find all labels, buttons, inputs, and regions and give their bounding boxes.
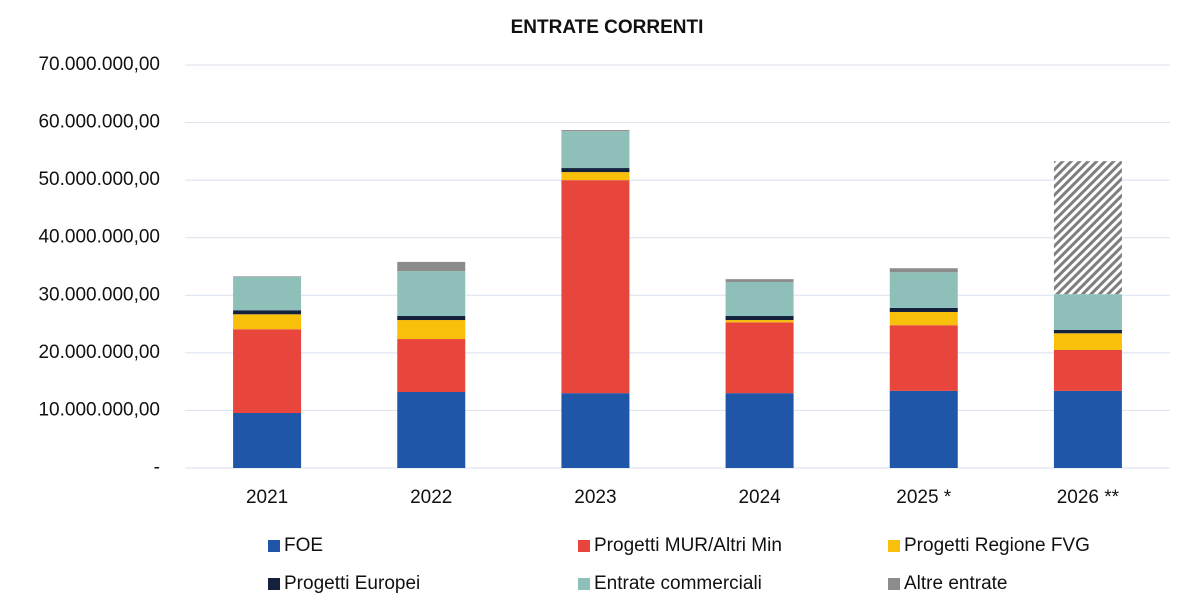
x-tick-label: 2022 [410,487,452,508]
bar-segment [889,311,958,326]
bar-segment [561,393,630,468]
legend-swatch [888,540,900,552]
legend-swatch [268,540,280,552]
bar-segment [397,316,466,321]
y-tick-label: - [154,457,160,478]
bar-segment [233,276,302,277]
bar-segment [561,180,630,394]
bar-segment [725,320,794,323]
bar-segment [233,310,302,315]
bar-segment [1053,333,1122,350]
y-tick-label: 50.000.000,00 [38,169,160,190]
bar-segment [725,316,794,321]
legend-swatch [888,578,900,590]
bar-segment [725,282,794,317]
bar-segment [561,130,630,132]
bar-segment [889,325,958,391]
bar-segment [233,276,302,311]
bar-segment [233,314,302,330]
bar-segment [889,390,958,468]
x-tick-label: 2024 [738,487,781,508]
bar-segment [233,329,302,414]
bar-segment [397,320,466,340]
legend-label: Progetti Regione FVG [904,535,1090,556]
bar-segment [397,271,466,317]
bar-segment [1053,390,1122,468]
y-tick-label: 10.000.000,00 [38,399,160,420]
bar-segment [889,268,958,273]
bar-segment [725,322,794,394]
bar-segment [397,261,466,272]
y-tick-label: 30.000.000,00 [38,284,160,305]
y-tick-label: 60.000.000,00 [38,112,160,133]
x-tick-label: 2021 [246,487,288,508]
y-tick-label: 20.000.000,00 [38,342,160,363]
legend-swatch [578,578,590,590]
bar-segment [725,393,794,468]
x-tick-label: 2026 ** [1057,487,1120,508]
legend-label: FOE [284,535,323,556]
y-tick-label: 40.000.000,00 [38,227,160,248]
bar-segment [1053,329,1122,334]
bar-segment [1053,161,1122,295]
bar-segment [1053,294,1122,330]
bar-segment [397,339,466,393]
legend-swatch [268,578,280,590]
x-tick-label: 2023 [574,487,616,508]
x-tick-label: 2025 * [896,487,952,508]
bar-segment [1053,349,1122,391]
bar-segment [397,392,466,468]
legend-label: Altre entrate [904,573,1008,594]
legend-label: Progetti Europei [284,573,420,594]
legend-label: Entrate commerciali [594,573,762,594]
y-tick-label: 70.000.000,00 [38,54,160,75]
legend-label: Progetti MUR/Altri Min [594,535,782,556]
bar-segment [561,168,630,173]
bar-segment [725,279,794,283]
legend-swatch [578,540,590,552]
bar-segment [561,172,630,181]
bar-segment [889,272,958,308]
bar-segment [889,307,958,312]
chart-title: ENTRATE CORRENTI [511,17,704,38]
bar-segment [233,413,302,468]
bar-segment [561,131,630,169]
